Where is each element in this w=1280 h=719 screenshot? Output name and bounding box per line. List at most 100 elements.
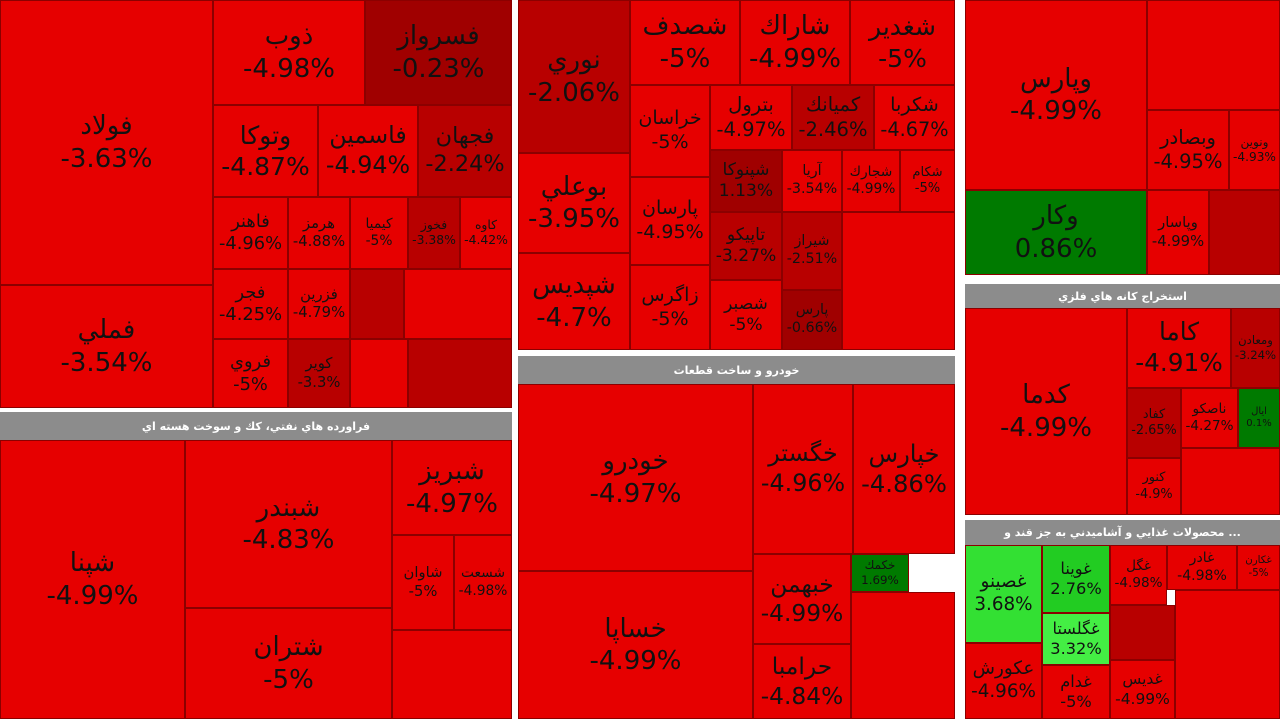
stock-change: 0.1% [1246, 418, 1272, 429]
stock-name: شاوان [403, 564, 443, 582]
minor-tile [350, 269, 404, 339]
stock-change: -0.66% [786, 320, 838, 336]
stock-name: كفاد [1142, 406, 1166, 422]
stock-tile: ونوين -4.93% [1229, 110, 1280, 190]
stock-change: -5% [365, 233, 393, 249]
stock-name: فجهان [435, 123, 495, 150]
stock-name: غديس [1122, 670, 1163, 689]
stock-tile: فجهان -2.24% [418, 105, 512, 197]
stock-tile: نوري -2.06% [518, 0, 630, 153]
stock-change: -4.95% [636, 221, 704, 243]
stock-change: -5% [729, 315, 763, 335]
stock-change: -4.27% [1185, 418, 1234, 434]
stock-name: پارس [795, 302, 829, 319]
stock-change: -4.99% [589, 646, 682, 676]
stock-change: -5% [651, 131, 689, 153]
stock-name: زاگرس [641, 283, 699, 306]
stock-tile: فخوز -3.38% [408, 197, 460, 269]
stock-change: -5% [263, 664, 314, 695]
stock-name: خراسان [638, 107, 702, 130]
stock-change: -2.46% [798, 117, 868, 141]
stock-change: -5% [659, 43, 711, 74]
stock-change: -3.95% [528, 204, 620, 234]
stock-tile: خودرو -4.97% [518, 384, 753, 571]
stock-change: -4.97% [589, 478, 682, 509]
stock-name: شغدير [869, 12, 936, 42]
stock-change: 1.13% [718, 181, 774, 201]
stock-name: فجر [235, 281, 266, 303]
minor-tile [404, 269, 512, 339]
stock-change: -2.24% [425, 151, 505, 177]
stock-name: فاهنر [231, 210, 270, 232]
stock-tile: خگستر -4.96% [753, 384, 853, 554]
stock-name: ذوب [264, 21, 314, 51]
minor-tile [1209, 190, 1280, 275]
stock-name: خبهمن [770, 569, 834, 598]
stock-change: -4.86% [861, 469, 947, 498]
stock-tile: فولاد -3.63% [0, 0, 213, 285]
stock-name: فولاد [80, 111, 133, 141]
stock-change: -4.98% [458, 582, 508, 599]
stock-change: 3.32% [1050, 639, 1102, 658]
stock-tile: شيراز -2.51% [782, 212, 842, 290]
stock-name: فخوز [420, 217, 448, 232]
stock-change: -4.99% [760, 599, 844, 627]
stock-tile: وپارس -4.99% [965, 0, 1147, 190]
stock-name: شكام [912, 164, 943, 180]
stock-tile: غگل -4.98% [1110, 545, 1167, 605]
stock-name: شصبر [724, 293, 768, 314]
stock-tile: ناصكو -4.27% [1181, 388, 1238, 448]
stock-name: شپنا [69, 548, 116, 578]
stock-change: -0.23% [392, 53, 485, 84]
stock-name: كدما [1022, 380, 1070, 410]
stock-change: -4.96% [971, 681, 1036, 702]
stock-change: -4.99% [749, 43, 841, 74]
stock-change: -4.99% [1000, 412, 1092, 443]
stock-change: -4.99% [1115, 689, 1170, 708]
stock-name: شتران [253, 632, 324, 662]
stock-tile: كنور -4.9% [1127, 458, 1181, 515]
stock-tile: شغدير -5% [850, 0, 955, 85]
stock-change: -4.7% [536, 302, 612, 333]
stock-name: فزرين [300, 285, 338, 303]
stock-change: -4.88% [292, 233, 346, 250]
stock-change: -4.95% [1153, 150, 1223, 173]
stock-tile: شصدف -5% [630, 0, 740, 85]
stock-tile: زاگرس -5% [630, 265, 710, 350]
stock-change: -4.97% [716, 117, 786, 141]
stock-tile: كاوه -4.42% [460, 197, 512, 269]
stock-change: -4.67% [880, 117, 949, 141]
stock-tile: كميانك -2.46% [792, 85, 874, 150]
stock-change: -4.96% [218, 233, 283, 254]
stock-tile: فروي -5% [213, 339, 288, 408]
stock-name: پارسان [641, 197, 698, 220]
stock-tile: كوير -3.3% [288, 339, 350, 408]
stock-change: -4.94% [325, 151, 411, 179]
stock-tile: فاهنر -4.96% [213, 197, 288, 269]
minor-tile [1181, 448, 1280, 515]
stock-change: 1.69% [861, 573, 899, 587]
stock-tile: كيميا -5% [350, 197, 408, 269]
stock-change: -4.97% [406, 488, 498, 519]
stock-name: ومعادن [1238, 333, 1273, 348]
stock-change: -3.24% [1234, 348, 1277, 362]
stock-tile: شسعت -4.98% [454, 535, 512, 630]
stock-change: -5% [1060, 692, 1092, 711]
stock-change: -2.51% [786, 251, 838, 267]
stock-tile: غدام -5% [1042, 665, 1110, 719]
minor-tile [408, 339, 512, 408]
stock-tile: غگلستا 3.32% [1042, 613, 1110, 665]
stock-name: شيراز [794, 233, 830, 250]
stock-name: وپارس [1019, 63, 1092, 94]
stock-tile: شتران -5% [185, 608, 392, 719]
stock-change: -4.84% [760, 681, 844, 710]
stock-change: -4.99% [846, 181, 896, 197]
stock-change: -2.65% [1131, 423, 1177, 438]
stock-tile: غصينو 3.68% [965, 545, 1042, 643]
minor-tile [1110, 605, 1175, 660]
stock-name: شبريز [419, 456, 485, 486]
stock-tile: بوعلي -3.95% [518, 153, 630, 253]
minor-tile [842, 212, 955, 350]
stock-name: غگلستا [1052, 618, 1100, 638]
stock-tile: بترول -4.97% [710, 85, 792, 150]
